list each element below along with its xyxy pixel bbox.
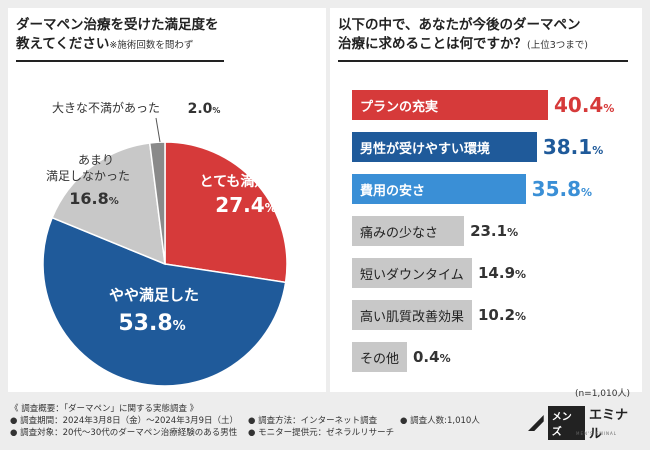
expectations-question-note: (上位3つまで) [527,40,588,51]
logo-mark-icon [528,415,544,431]
bar-value-6: 0.4% [413,348,451,366]
satisfaction-question-line2: 教えてください [16,36,110,52]
pie-value-not-satisfied: 16.8% [69,189,119,208]
pie-slice-1 [42,216,287,387]
bar-value-2: 35.8% [531,177,593,201]
expectations-question: 以下の中で、あなたが今後のダーマペン 治療に求めることは何ですか？(上位3つまで… [338,16,638,55]
expectations-question-line1: 以下の中で、あなたが今後のダーマペン [338,17,581,33]
bar-0: プランの充実 [352,90,548,120]
logo-box-text: メンズ [547,406,585,440]
bar-value-0: 40.4% [554,93,615,117]
satisfaction-question: ダーマペン治療を受けた満足度を 教えてください※施術回数を問わず [16,16,316,55]
bar-label-0: プランの充実 [360,99,439,115]
pie-label-somewhat-satisfied: やや満足した [109,286,199,304]
bar-label-1: 男性が受けやすい環境 [360,141,491,157]
satisfaction-question-note: ※施術回数を問わず [109,40,194,51]
bar-value-1: 38.1% [542,135,604,159]
pie-value-somewhat-satisfied: 53.8% [118,311,185,336]
bar-label-4: 短いダウンタイム [360,267,464,283]
footer-method: ● 調査方法：インターネット調査 [248,416,378,426]
bar-5: 高い肌質改善効果 [352,300,472,330]
pie-slice-3 [148,141,166,265]
bar-4: 短いダウンタイム [352,258,472,288]
expectations-panel: 以下の中で、あなたが今後のダーマペン 治療に求めることは何ですか？(上位3つまで… [330,8,642,399]
pie-value-very-dissatisfied: 2.0% [188,101,221,117]
footer-period: ● 調査期間：2024年3月8日（金）～2024年3月9日（土） [10,416,239,426]
footer-target: ● 調査対象：20代～30代のダーマペン治療経験のある男性 [10,428,238,438]
bar-value-4: 14.9% [478,264,527,282]
footer-monitor: ● モニター提供元：ゼネラルリサーチ [248,428,395,438]
expectations-title-underline [338,60,628,62]
bar-label-2: 費用の安さ [360,183,426,199]
brand-logo: メンズ エミナル MEN'S EMINAL [528,406,640,442]
footer-survey-summary: 《 調査概要：「ダーマペン」に関する実態調査 》 [10,404,199,414]
bar-6: その他 [352,342,407,372]
pie-leader-line [155,117,161,143]
pie-label-very-dissatisfied: 大きな不満があった [52,100,160,115]
satisfaction-title-underline [16,60,224,62]
bar-value-5: 10.2% [478,306,527,324]
pie-label-not-satisfied-line2: 満足しなかった [46,169,130,183]
footer-count: ● 調査人数:1,010人 [400,416,480,426]
sample-size: (n=1,010人) [574,389,630,399]
logo-name: エミナル [588,408,628,442]
pie-slice-0 [164,141,288,284]
pie-value-very-satisfied: 27.4% [215,193,276,217]
satisfaction-question-line1: ダーマペン治療を受けた満足度を [16,17,219,33]
pie-label-not-satisfied-line1: あまり [78,153,114,167]
bar-2: 費用の安さ [352,174,526,204]
bar-value-3: 23.1% [470,222,519,240]
pie-slice-2 [51,142,166,266]
bar-3: 痛みの少なさ [352,216,465,246]
bar-label-3: 痛みの少なさ [360,225,439,241]
bar-label-6: その他 [360,351,400,367]
expectations-question-line2: 治療に求めることは何ですか？ [338,36,527,52]
satisfaction-panel: ダーマペン治療を受けた満足度を 教えてください※施術回数を問わず とても満足した… [8,8,326,392]
pie-label-very-satisfied: とても満足した [200,173,297,190]
logo-sub: MEN'S EMINAL [576,431,617,436]
bar-1: 男性が受けやすい環境 [352,132,537,162]
bar-label-5: 高い肌質改善効果 [360,309,465,325]
